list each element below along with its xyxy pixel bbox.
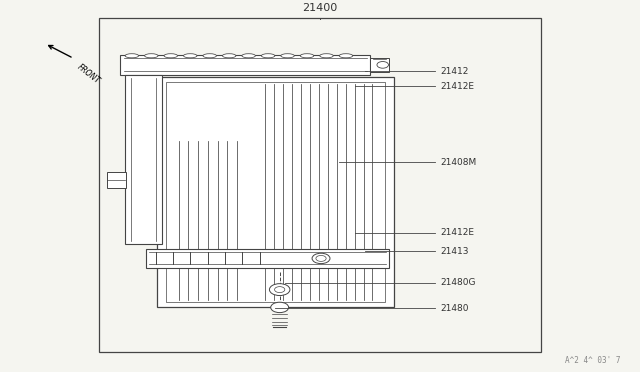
Text: A^2 4^ 03' 7: A^2 4^ 03' 7 <box>565 356 621 365</box>
Ellipse shape <box>261 54 275 58</box>
Ellipse shape <box>339 54 353 58</box>
Bar <box>146 249 389 268</box>
Bar <box>120 55 370 75</box>
Ellipse shape <box>300 54 314 58</box>
Circle shape <box>377 61 388 68</box>
Circle shape <box>269 284 290 295</box>
Text: 21480G: 21480G <box>440 278 476 288</box>
Text: 21412E: 21412E <box>440 228 474 237</box>
Bar <box>125 75 162 244</box>
Bar <box>370 58 389 72</box>
Ellipse shape <box>164 54 177 58</box>
Text: 21413: 21413 <box>440 247 469 256</box>
Ellipse shape <box>320 54 333 58</box>
Text: FRONT: FRONT <box>76 63 102 86</box>
Ellipse shape <box>203 54 216 58</box>
Bar <box>99 17 541 352</box>
Text: 21412: 21412 <box>440 67 468 76</box>
Bar <box>107 171 126 188</box>
Ellipse shape <box>145 54 158 58</box>
Circle shape <box>312 253 330 264</box>
Circle shape <box>316 256 326 262</box>
Ellipse shape <box>184 54 197 58</box>
Ellipse shape <box>125 54 139 58</box>
Text: 21408M: 21408M <box>440 158 477 167</box>
Text: 21412E: 21412E <box>440 82 474 91</box>
Circle shape <box>275 287 285 292</box>
Bar <box>157 77 394 307</box>
Circle shape <box>271 302 289 312</box>
Ellipse shape <box>242 54 255 58</box>
Text: 21480: 21480 <box>440 304 469 312</box>
Bar <box>166 82 385 302</box>
Ellipse shape <box>281 54 294 58</box>
Text: 21400: 21400 <box>302 3 338 13</box>
Ellipse shape <box>223 54 236 58</box>
